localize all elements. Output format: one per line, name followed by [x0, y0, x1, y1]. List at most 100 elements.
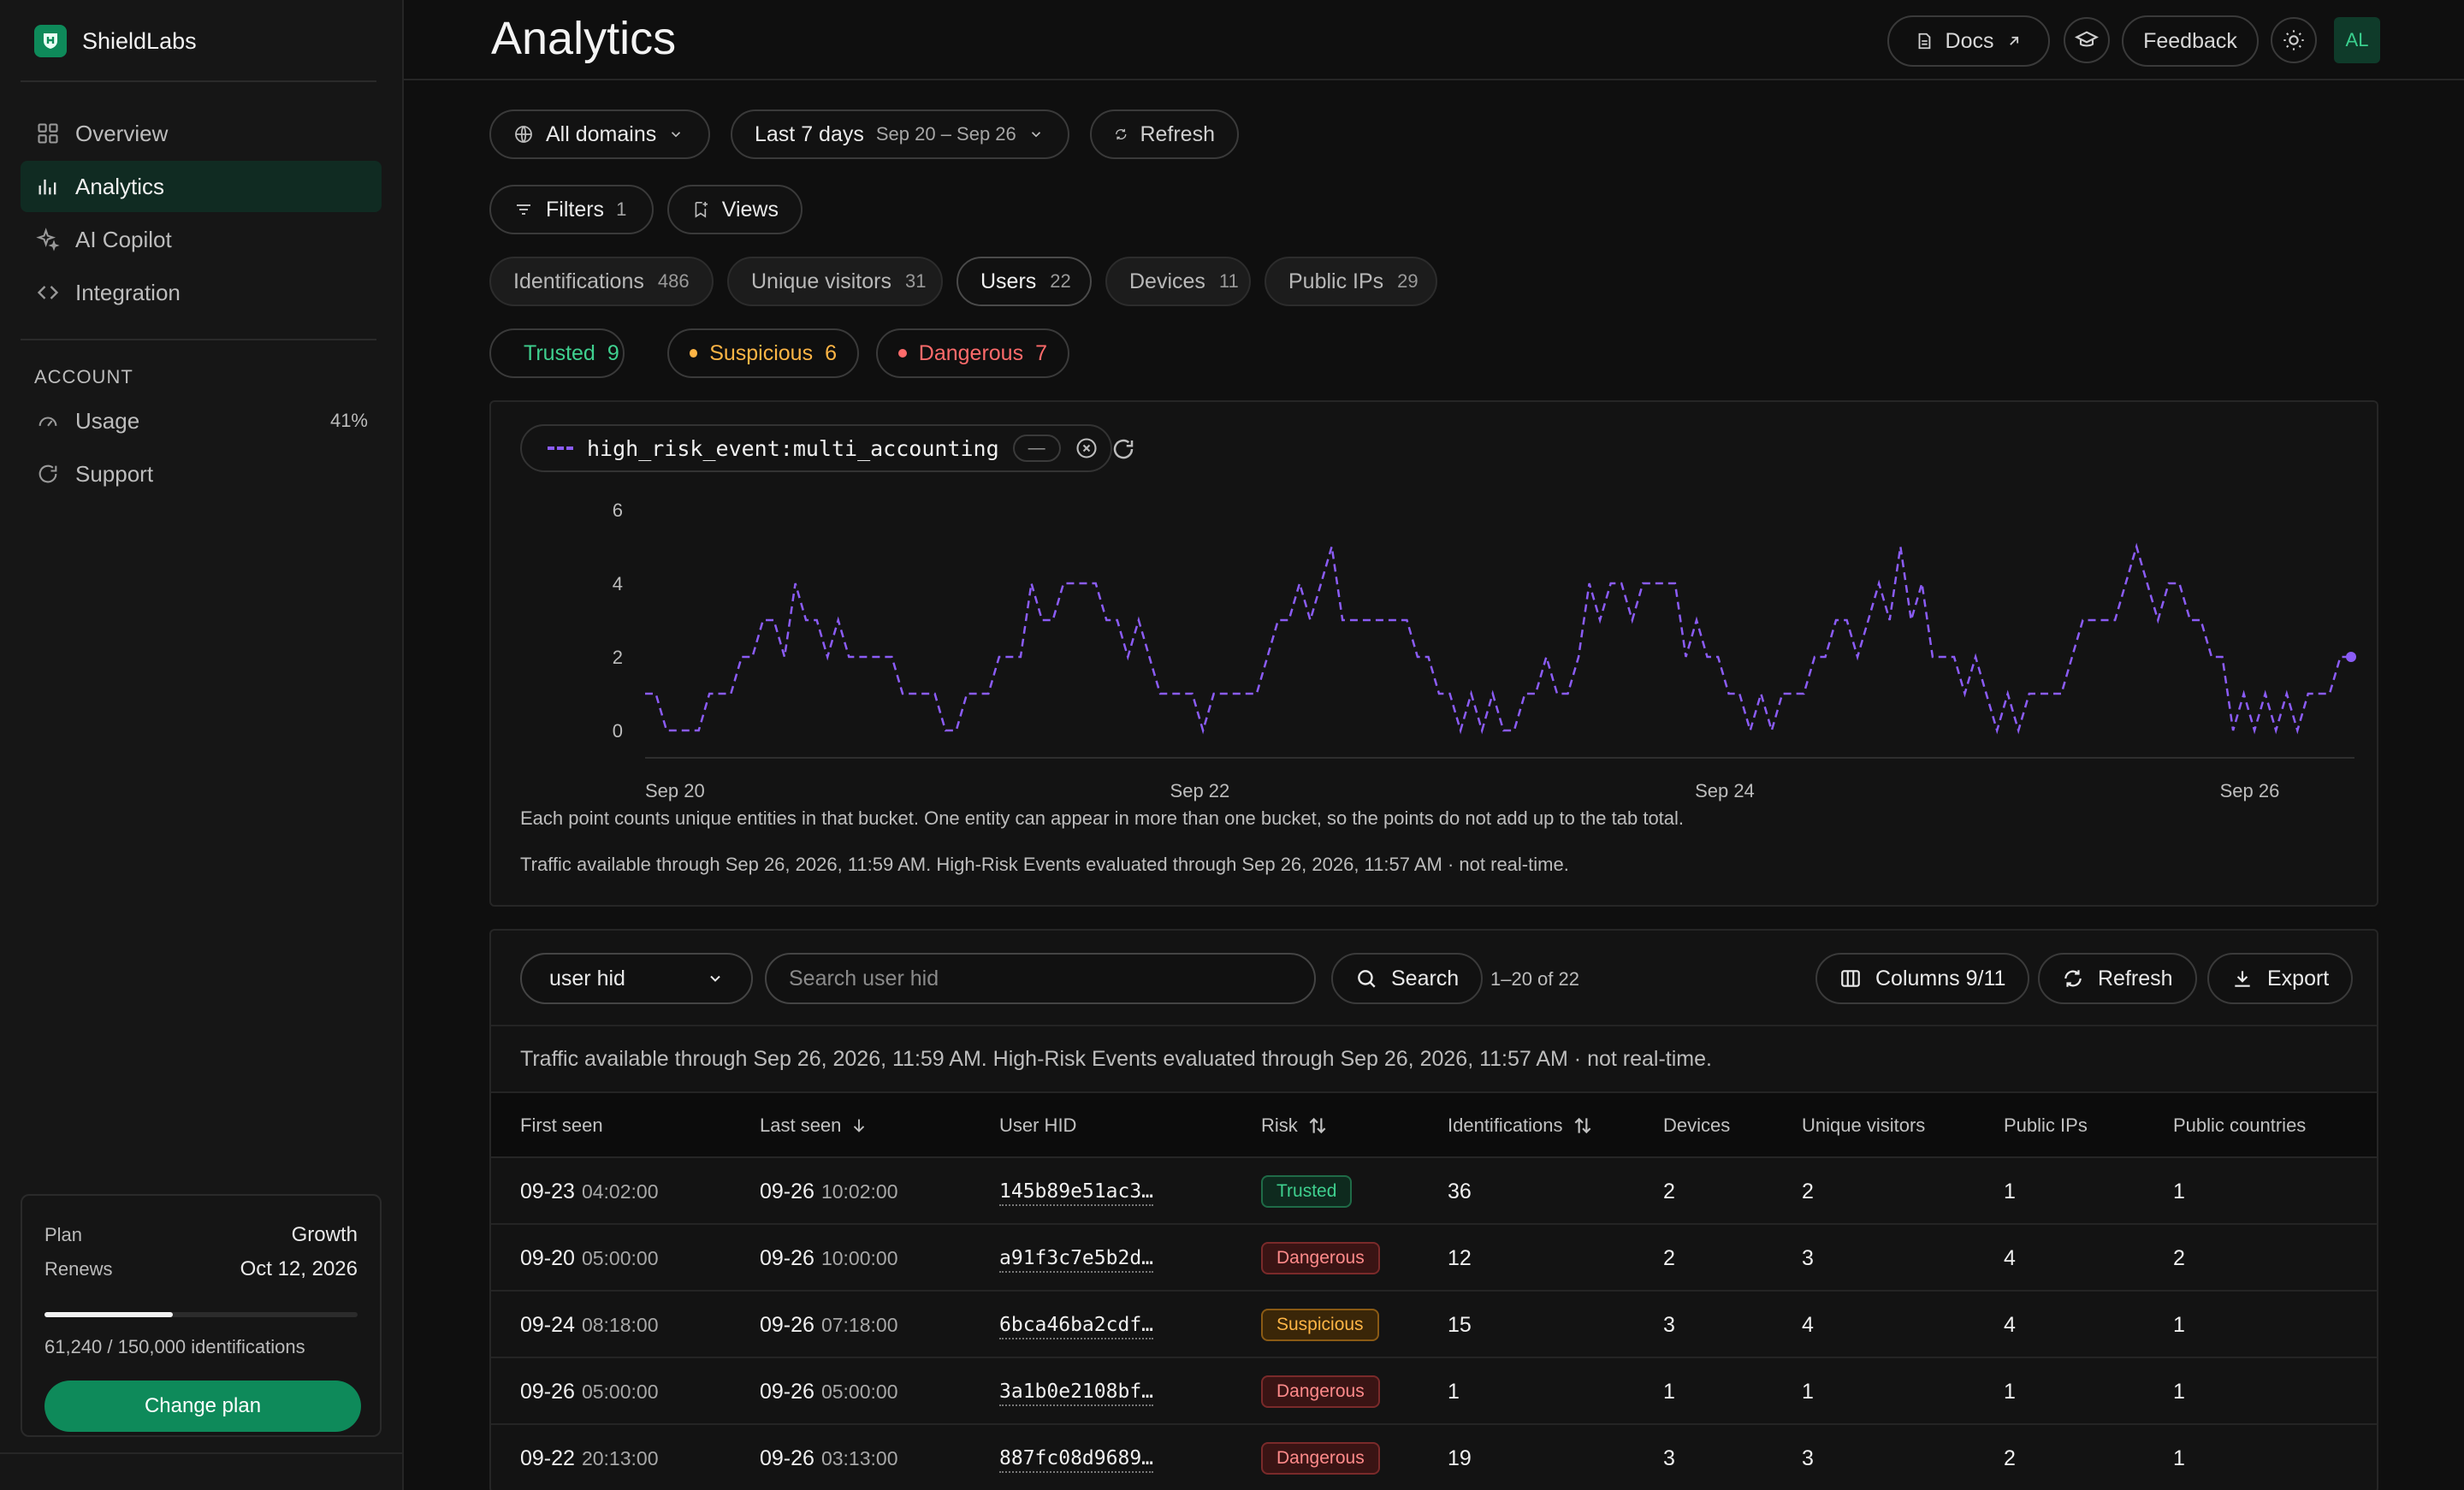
tab-label: Unique visitors: [751, 269, 891, 293]
tab-users[interactable]: Users 22: [957, 257, 1092, 306]
sidebar-item-overview[interactable]: Overview: [21, 108, 382, 159]
user-hid-link[interactable]: 3a1b0e2108bf…: [999, 1381, 1154, 1406]
sidebar-item-ai-copilot[interactable]: AI Copilot: [21, 214, 382, 265]
risk-filter-dangerous[interactable]: Dangerous 7: [876, 328, 1069, 378]
last-seen-cell: 09-26 10:02:00: [760, 1158, 897, 1225]
filters-count: 1: [616, 198, 627, 220]
views-button[interactable]: Views: [667, 185, 803, 234]
search-field-select[interactable]: user hid: [520, 953, 753, 1004]
columns-button[interactable]: Columns 9/11: [1815, 953, 2030, 1004]
sort-descending-icon: [854, 1119, 865, 1132]
date: 09-20: [520, 1245, 575, 1270]
tab-label: Users: [980, 269, 1037, 293]
col-public-ips[interactable]: Public IPs: [2004, 1093, 2088, 1158]
public-countries-cell: 2: [2173, 1245, 2185, 1270]
graduation-cap-button[interactable]: [2064, 17, 2110, 63]
devices-cell: 2: [1663, 1179, 1675, 1203]
globe-icon: [515, 126, 532, 143]
user-hid-link[interactable]: 887fc08d9689…: [999, 1447, 1154, 1473]
export-button[interactable]: Export: [2207, 953, 2354, 1004]
avatar[interactable]: AL: [2334, 17, 2380, 63]
reload-chart-icon[interactable]: [1111, 436, 1136, 462]
tab-count: 11: [1218, 270, 1239, 292]
table-row[interactable]: 09-23 04:02:00 09-26 10:02:00 145b89e51ac3… T…: [491, 1158, 2377, 1225]
public-ips-cell: 2: [2004, 1446, 2016, 1470]
renews-row: Renews Oct 12, 2026: [44, 1252, 358, 1286]
tab-unique-visitors[interactable]: Unique visitors 31: [727, 257, 943, 306]
tab-identifications[interactable]: Identifications 486: [489, 257, 714, 306]
sidebar-item-label: Usage: [75, 407, 140, 434]
col-label: Identifications: [1448, 1115, 1563, 1136]
user-hid-link[interactable]: a91f3c7e5b2d…: [999, 1247, 1154, 1273]
col-devices[interactable]: Devices: [1663, 1093, 1730, 1158]
tab-devices[interactable]: Devices 11: [1105, 257, 1251, 306]
table-card: user hid Search 1–20 of 22 Columns 9/11 …: [489, 929, 2378, 1490]
col-unique-visitors[interactable]: Unique visitors: [1802, 1093, 1925, 1158]
time: 08:18:00: [581, 1313, 659, 1336]
date: 09-26: [760, 1446, 814, 1470]
sidebar-item-integration[interactable]: Integration: [21, 267, 382, 318]
bar-chart-icon: [38, 179, 56, 195]
user-hid-link[interactable]: 145b89e51ac3…: [999, 1180, 1154, 1206]
table-row[interactable]: 09-22 20:13:00 09-26 03:13:00 887fc08d9689… D…: [491, 1425, 2377, 1490]
change-plan-button[interactable]: Change plan: [44, 1381, 361, 1432]
col-label: Risk: [1261, 1115, 1298, 1136]
sidebar-item-label: Support: [75, 460, 154, 487]
col-last-seen[interactable]: Last seen: [760, 1093, 868, 1158]
col-first-seen[interactable]: First seen: [520, 1093, 603, 1158]
gauge-icon: [38, 417, 57, 427]
account-heading: ACCOUNT: [34, 366, 133, 387]
refresh-button[interactable]: Refresh: [1090, 109, 1239, 159]
close-circle-icon[interactable]: [1075, 436, 1099, 460]
x-tick-label: Sep 24: [1695, 780, 1755, 801]
search-button[interactable]: Search: [1331, 953, 1484, 1004]
filters-button[interactable]: Filters 1: [489, 185, 654, 234]
account-nav: Usage 41% Support: [21, 395, 382, 501]
col-identifications[interactable]: Identifications: [1448, 1093, 1594, 1158]
last-data-point[interactable]: [2346, 652, 2356, 662]
date: 09-24: [520, 1312, 575, 1337]
domains-dropdown[interactable]: All domains: [489, 109, 710, 159]
brand[interactable]: ShieldLabs: [34, 24, 197, 58]
usage-percent: 41%: [329, 410, 368, 431]
time: 10:00:00: [820, 1246, 898, 1269]
unique-visitors-cell: 1: [1802, 1379, 1814, 1404]
sidebar-item-analytics[interactable]: Analytics: [21, 161, 382, 212]
series-legend-line: [548, 446, 573, 450]
col-risk[interactable]: Risk: [1261, 1093, 1329, 1158]
series-toggle[interactable]: —: [1012, 435, 1061, 462]
table-row[interactable]: 09-24 08:18:00 09-26 07:18:00 6bca46ba2cdf… S…: [491, 1292, 2377, 1358]
date: 09-26: [760, 1245, 814, 1270]
sidebar-item-support[interactable]: Support: [21, 448, 382, 500]
sidebar-item-label: Integration: [75, 279, 181, 305]
date: 09-26: [760, 1179, 814, 1203]
feedback-button[interactable]: Feedback: [2122, 15, 2259, 67]
user-hid-link[interactable]: 6bca46ba2cdf…: [999, 1314, 1154, 1339]
plan-row: Plan Growth: [44, 1218, 358, 1252]
risk-badge: Dangerous: [1261, 1375, 1380, 1408]
table-refresh-button[interactable]: Refresh: [2038, 953, 2197, 1004]
col-label: First seen: [520, 1115, 603, 1136]
col-user-hid[interactable]: User HID: [999, 1093, 1076, 1158]
public-countries-cell: 1: [2173, 1446, 2185, 1470]
col-label: Public IPs: [2004, 1115, 2088, 1136]
table-row[interactable]: 09-26 05:00:00 09-26 05:00:00 3a1b0e2108bf… D…: [491, 1358, 2377, 1425]
table-row[interactable]: 09-20 05:00:00 09-26 10:00:00 a91f3c7e5b2d… D…: [491, 1225, 2377, 1292]
sidebar-bottom-divider: [0, 1452, 404, 1454]
download-icon: [2235, 971, 2250, 987]
search-input[interactable]: [765, 953, 1316, 1004]
sidebar-item-usage[interactable]: Usage 41%: [21, 395, 382, 446]
col-public-countries[interactable]: Public countries: [2173, 1093, 2306, 1158]
docs-button[interactable]: Docs: [1887, 15, 2050, 67]
first-seen-cell: 09-20 05:00:00: [520, 1225, 658, 1292]
risk-filter-suspicious[interactable]: Suspicious 6: [667, 328, 859, 378]
series-chip[interactable]: high_risk_event:multi_accounting —: [520, 424, 1112, 472]
theme-toggle-button[interactable]: [2271, 17, 2317, 63]
table-header: First seen Last seen User HID Risk Ident…: [491, 1093, 2377, 1158]
tab-public-ips[interactable]: Public IPs 29: [1265, 257, 1437, 306]
identifications-cell: 15: [1448, 1312, 1472, 1337]
date-range-dropdown[interactable]: Last 7 days Sep 20 – Sep 26: [731, 109, 1069, 159]
risk-count: 6: [825, 340, 837, 365]
risk-filter-trusted[interactable]: Trusted 9: [489, 328, 625, 378]
risk-label: Trusted: [524, 340, 595, 365]
